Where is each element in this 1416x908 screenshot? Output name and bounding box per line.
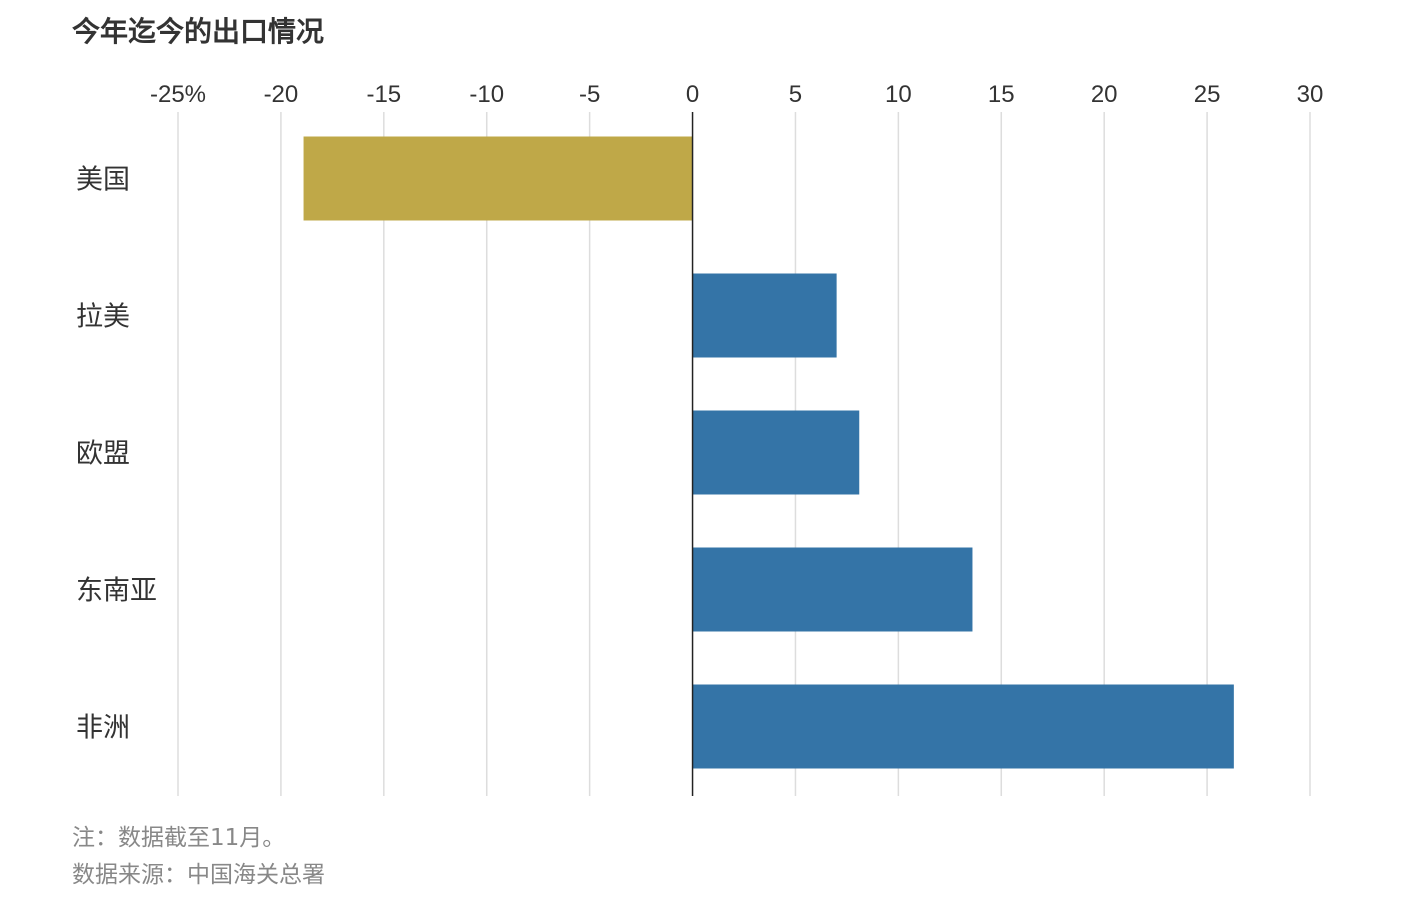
x-tick-label: -25% xyxy=(150,81,206,108)
chart-note: 注：数据截至11月。 xyxy=(72,825,286,851)
x-tick-label: 30 xyxy=(1297,81,1324,108)
category-label: 东南亚 xyxy=(76,576,157,607)
x-tick-label: 5 xyxy=(789,81,802,108)
bar xyxy=(692,684,1234,769)
category-label: 非洲 xyxy=(76,713,130,744)
x-tick-label: 25 xyxy=(1194,81,1221,108)
gridlines xyxy=(177,112,1311,796)
x-tick-label: 0 xyxy=(686,81,699,108)
x-tick-label: 20 xyxy=(1091,81,1118,108)
x-axis-ticks: -25% -20 -15 -10 -5 0 5 10 15 20 25 30 xyxy=(150,81,1323,108)
category-label: 拉美 xyxy=(76,302,130,333)
bar xyxy=(692,547,973,632)
x-tick-label: -15 xyxy=(366,81,401,108)
category-label: 欧盟 xyxy=(76,439,130,470)
x-tick-label: 15 xyxy=(988,81,1015,108)
bar xyxy=(692,410,860,495)
bar xyxy=(692,273,837,358)
x-tick-label: -20 xyxy=(264,81,299,108)
bar xyxy=(303,136,693,221)
x-tick-label: 10 xyxy=(885,81,912,108)
bars xyxy=(303,136,1234,769)
chart-title: 今年迄今的出口情况 xyxy=(72,15,325,48)
x-tick-label: -10 xyxy=(469,81,504,108)
category-label: 美国 xyxy=(76,165,130,196)
x-tick-label: -5 xyxy=(579,81,600,108)
chart-source: 数据来源：中国海关总署 xyxy=(72,862,325,888)
